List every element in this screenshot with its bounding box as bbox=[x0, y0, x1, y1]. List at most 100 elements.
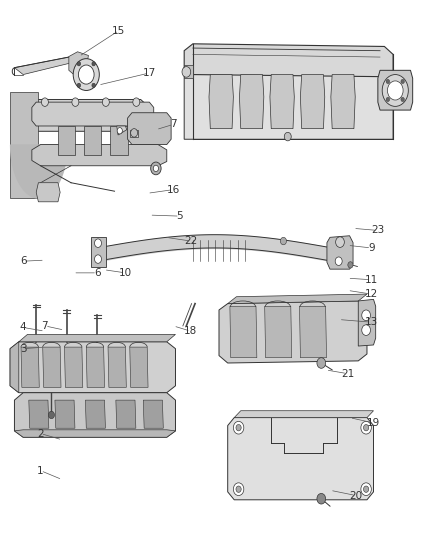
Polygon shape bbox=[85, 400, 106, 428]
Circle shape bbox=[48, 411, 54, 419]
Polygon shape bbox=[91, 237, 106, 266]
Circle shape bbox=[92, 83, 95, 87]
Circle shape bbox=[386, 98, 390, 102]
Polygon shape bbox=[10, 92, 39, 198]
Text: 16: 16 bbox=[167, 184, 180, 195]
Circle shape bbox=[361, 483, 371, 496]
Circle shape bbox=[133, 98, 140, 107]
Text: 6: 6 bbox=[94, 268, 100, 278]
Polygon shape bbox=[130, 347, 148, 387]
Polygon shape bbox=[10, 342, 19, 393]
Polygon shape bbox=[127, 113, 171, 144]
Polygon shape bbox=[327, 236, 353, 269]
Polygon shape bbox=[14, 57, 73, 75]
Circle shape bbox=[153, 165, 159, 172]
Circle shape bbox=[280, 237, 286, 245]
Text: 1: 1 bbox=[37, 466, 44, 475]
Polygon shape bbox=[300, 306, 326, 358]
Circle shape bbox=[364, 486, 369, 492]
Text: 10: 10 bbox=[119, 268, 132, 278]
Polygon shape bbox=[69, 52, 88, 74]
Polygon shape bbox=[14, 393, 176, 437]
Circle shape bbox=[95, 255, 102, 263]
Polygon shape bbox=[265, 306, 292, 358]
Text: 17: 17 bbox=[143, 68, 156, 78]
Polygon shape bbox=[240, 75, 264, 128]
Text: 5: 5 bbox=[177, 211, 183, 221]
Circle shape bbox=[236, 424, 241, 431]
Polygon shape bbox=[234, 411, 374, 418]
Text: 4: 4 bbox=[20, 322, 26, 333]
Circle shape bbox=[92, 62, 95, 66]
Text: 21: 21 bbox=[341, 369, 354, 378]
Text: 19: 19 bbox=[367, 418, 380, 428]
Polygon shape bbox=[184, 44, 393, 77]
Polygon shape bbox=[32, 102, 154, 126]
Circle shape bbox=[401, 79, 404, 84]
Polygon shape bbox=[110, 126, 127, 155]
Text: 22: 22 bbox=[184, 236, 198, 246]
Polygon shape bbox=[219, 301, 367, 363]
Text: 20: 20 bbox=[350, 490, 363, 500]
Text: 11: 11 bbox=[365, 274, 378, 285]
Polygon shape bbox=[130, 130, 138, 136]
Circle shape bbox=[335, 257, 342, 265]
Circle shape bbox=[95, 239, 102, 247]
Polygon shape bbox=[358, 300, 376, 346]
Circle shape bbox=[348, 262, 353, 268]
Text: 7: 7 bbox=[170, 119, 177, 130]
Circle shape bbox=[361, 421, 371, 434]
Polygon shape bbox=[23, 100, 149, 131]
Circle shape bbox=[117, 127, 122, 134]
Text: 3: 3 bbox=[20, 344, 26, 354]
Circle shape bbox=[364, 424, 369, 431]
Text: 12: 12 bbox=[365, 289, 378, 299]
Text: 23: 23 bbox=[371, 225, 385, 236]
Polygon shape bbox=[209, 75, 233, 128]
Polygon shape bbox=[58, 126, 75, 155]
Circle shape bbox=[151, 162, 161, 175]
Text: 6: 6 bbox=[20, 256, 26, 266]
Circle shape bbox=[336, 237, 344, 247]
Circle shape bbox=[317, 358, 325, 368]
Polygon shape bbox=[228, 418, 374, 500]
Polygon shape bbox=[84, 126, 102, 155]
Circle shape bbox=[401, 98, 404, 102]
Text: 9: 9 bbox=[368, 243, 374, 253]
Polygon shape bbox=[29, 400, 49, 428]
Circle shape bbox=[382, 75, 408, 107]
Circle shape bbox=[233, 421, 244, 434]
Polygon shape bbox=[108, 347, 126, 387]
Polygon shape bbox=[10, 342, 176, 393]
Polygon shape bbox=[36, 183, 60, 202]
Polygon shape bbox=[184, 65, 193, 78]
Circle shape bbox=[388, 81, 403, 100]
Polygon shape bbox=[270, 75, 294, 128]
Polygon shape bbox=[228, 294, 367, 304]
Polygon shape bbox=[116, 400, 136, 428]
Circle shape bbox=[73, 59, 99, 91]
Text: 2: 2 bbox=[37, 429, 44, 439]
Text: 18: 18 bbox=[184, 326, 198, 336]
Circle shape bbox=[72, 98, 79, 107]
Polygon shape bbox=[378, 70, 413, 110]
Circle shape bbox=[317, 494, 325, 504]
Polygon shape bbox=[55, 400, 75, 428]
Polygon shape bbox=[86, 347, 105, 387]
Polygon shape bbox=[117, 126, 127, 135]
Circle shape bbox=[233, 483, 244, 496]
Circle shape bbox=[42, 98, 48, 107]
Polygon shape bbox=[184, 68, 393, 139]
Polygon shape bbox=[43, 347, 61, 387]
Polygon shape bbox=[19, 334, 176, 342]
Circle shape bbox=[77, 83, 81, 87]
Text: 13: 13 bbox=[365, 317, 378, 327]
Circle shape bbox=[78, 65, 94, 84]
Circle shape bbox=[362, 325, 371, 335]
Circle shape bbox=[386, 79, 390, 84]
Polygon shape bbox=[32, 144, 167, 166]
Circle shape bbox=[362, 310, 371, 320]
Polygon shape bbox=[230, 306, 257, 358]
Text: 7: 7 bbox=[42, 321, 48, 331]
Circle shape bbox=[236, 486, 241, 492]
